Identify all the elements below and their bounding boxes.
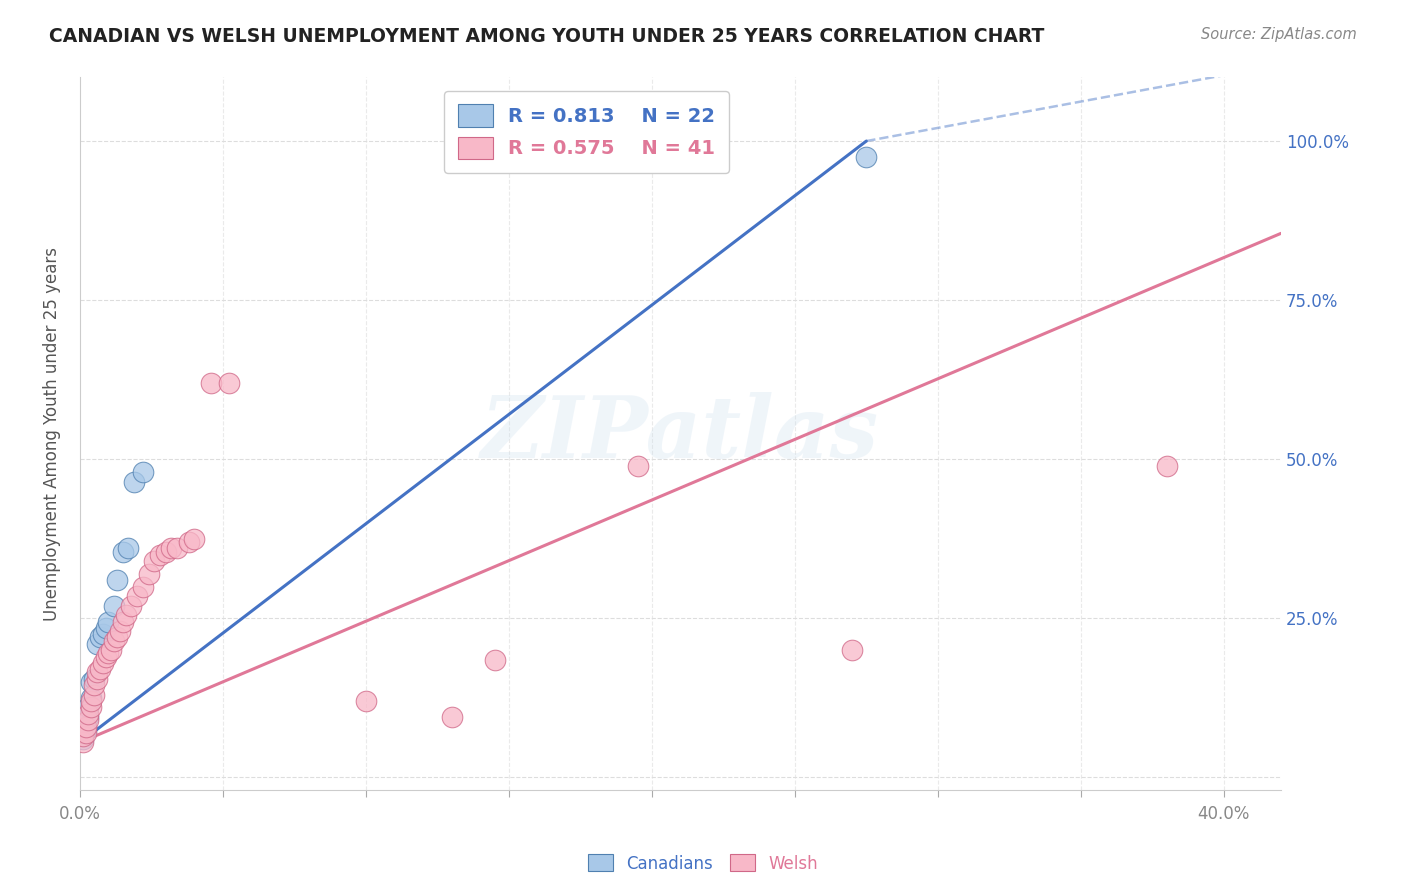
Point: [138, 566, 160, 581]
Point: [80, 690, 103, 705]
Point: [72, 729, 94, 743]
Point: [111, 544, 134, 558]
Y-axis label: Unemployment Among Youth under 25 years: Unemployment Among Youth under 25 years: [44, 247, 60, 621]
Point: [1156, 458, 1178, 473]
Point: [200, 376, 222, 390]
Point: [354, 694, 377, 708]
Point: [80, 675, 103, 690]
Point: [86, 637, 108, 651]
Point: [91, 627, 114, 641]
Point: [100, 643, 122, 657]
Point: [117, 541, 139, 556]
Point: [218, 376, 240, 390]
Point: [149, 548, 172, 562]
Point: [160, 541, 183, 556]
Point: [89, 631, 111, 645]
Point: [97, 646, 120, 660]
Point: [122, 475, 145, 489]
Point: [75, 726, 97, 740]
Point: [91, 656, 114, 670]
Point: [72, 735, 94, 749]
Point: [114, 608, 136, 623]
Point: [484, 653, 506, 667]
Point: [80, 694, 103, 708]
Point: [94, 621, 117, 635]
Point: [75, 720, 97, 734]
Point: [177, 535, 200, 549]
Point: [132, 580, 155, 594]
Point: [143, 554, 166, 568]
Point: [103, 633, 125, 648]
Point: [75, 720, 97, 734]
Point: [132, 465, 155, 479]
Point: [72, 726, 94, 740]
Point: [125, 589, 148, 603]
Point: [86, 665, 108, 680]
Point: [841, 643, 863, 657]
Point: [77, 713, 100, 727]
Text: Source: ZipAtlas.com: Source: ZipAtlas.com: [1201, 27, 1357, 42]
Point: [86, 672, 108, 686]
Point: [612, 150, 634, 164]
Point: [105, 573, 128, 587]
Text: ZIPatlas: ZIPatlas: [481, 392, 880, 475]
Point: [77, 700, 100, 714]
Point: [626, 458, 648, 473]
Point: [83, 672, 105, 686]
Point: [440, 710, 463, 724]
Point: [75, 723, 97, 737]
Text: CANADIAN VS WELSH UNEMPLOYMENT AMONG YOUTH UNDER 25 YEARS CORRELATION CHART: CANADIAN VS WELSH UNEMPLOYMENT AMONG YOU…: [49, 27, 1045, 45]
Point: [89, 662, 111, 676]
Point: [120, 599, 142, 613]
Point: [72, 732, 94, 747]
Point: [103, 599, 125, 613]
Point: [183, 532, 205, 546]
Point: [94, 649, 117, 664]
Point: [83, 678, 105, 692]
Point: [97, 615, 120, 629]
Legend: R = 0.813    N = 22, R = 0.575    N = 41: R = 0.813 N = 22, R = 0.575 N = 41: [444, 91, 728, 172]
Point: [855, 150, 877, 164]
Point: [105, 631, 128, 645]
Point: [83, 688, 105, 702]
Point: [108, 624, 131, 639]
Legend: Canadians, Welsh: Canadians, Welsh: [582, 847, 824, 880]
Point: [80, 700, 103, 714]
Point: [77, 710, 100, 724]
Point: [166, 541, 188, 556]
Point: [111, 615, 134, 629]
Point: [155, 544, 177, 558]
Point: [77, 706, 100, 721]
